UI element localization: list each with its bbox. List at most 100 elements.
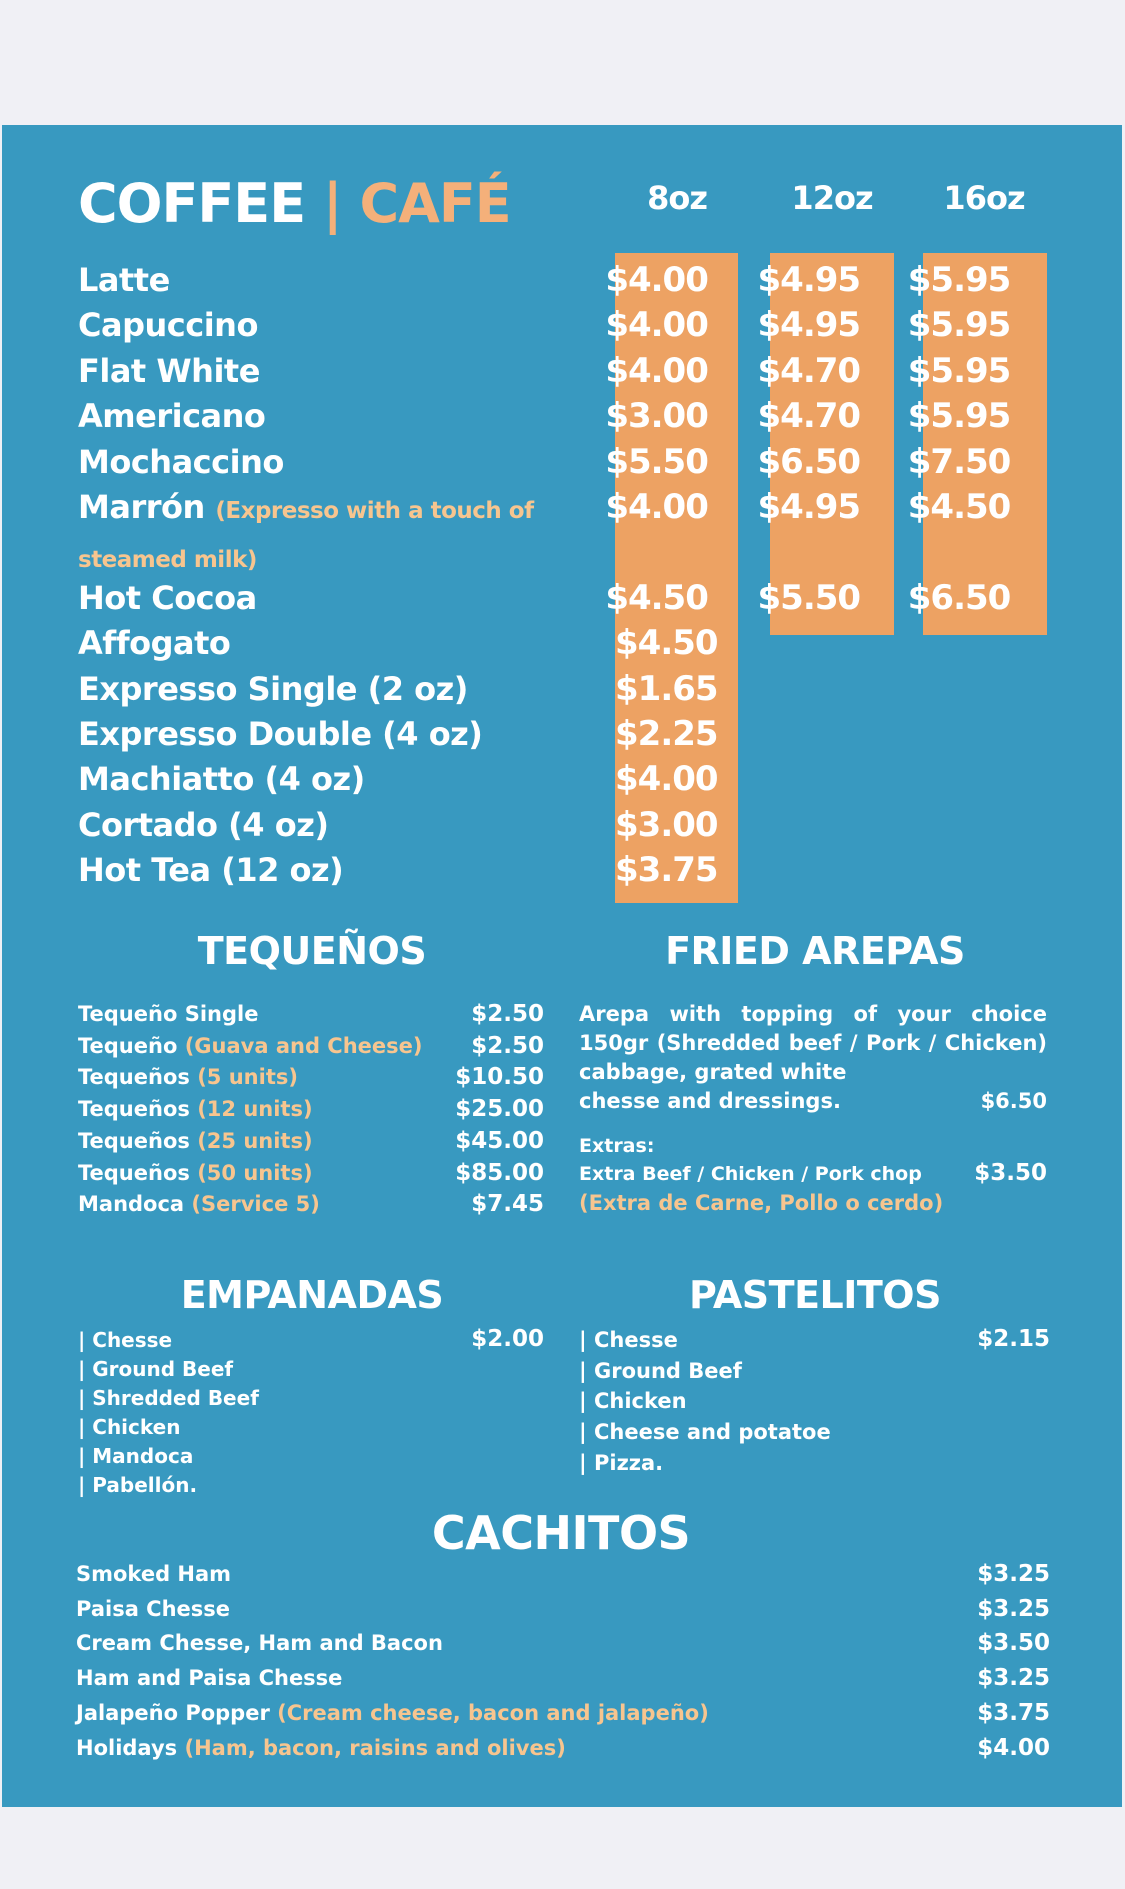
cachitos-name: Paisa Chesse [76, 1596, 231, 1621]
coffee-row: Marrón (Expresso with a touch of steamed… [78, 485, 1058, 576]
extras-label: Extras: [579, 1135, 655, 1157]
coffee-price: $2.25 [615, 713, 719, 754]
tequenos-price: $10.50 [455, 1064, 544, 1091]
coffee-row: Flat White $4.00 $4.70 $5.95 [78, 349, 1058, 394]
tequenos-name: Tequeños [78, 1097, 190, 1122]
tequenos-price: $45.00 [455, 1127, 544, 1154]
coffee-item-name: Latte [78, 261, 170, 299]
coffee-name: Cortado (4 oz) [78, 803, 615, 848]
coffee-price: $4.95 [757, 260, 862, 300]
coffee-row: Latte $4.00 $4.95 $5.95 [78, 258, 1058, 303]
coffee-price: $4.50 [605, 577, 709, 618]
pastelitos-item: | Cheese and potatoe [579, 1420, 831, 1445]
coffee-price: $4.50 [615, 623, 719, 664]
coffee-item-name: Marrón [78, 487, 205, 526]
tequenos-row: Tequeños (50 units) $85.00 [78, 1158, 544, 1190]
tequenos-label: Tequeño (Guava and Cheese) [78, 1031, 422, 1063]
price-column-8oz [615, 253, 738, 903]
arepa-text: Arepa with topping of your choice 150gr … [579, 1002, 1047, 1084]
tequenos-note: (25 units) [197, 1128, 313, 1153]
tequenos-name: Tequeño Single [78, 1002, 259, 1026]
coffee-name: Mochaccino [78, 440, 605, 485]
coffee-row: Cortado (4 oz) $3.00 [78, 803, 1058, 848]
title-main: COFFEE [78, 172, 306, 235]
empanadas-item: | Ground Beef [78, 1357, 234, 1381]
tequenos-name: Tequeño [78, 1033, 178, 1058]
coffee-price: $7.50 [907, 441, 1012, 482]
coffee-item-name: Machiatto (4 oz) [78, 760, 365, 799]
tequenos-price: $2.50 [471, 1001, 544, 1027]
tequenos-note: (Guava and Cheese) [184, 1033, 423, 1058]
tequenos-row: Tequeños (12 units) $25.00 [78, 1094, 544, 1126]
coffee-item-name: Expresso Double (4 oz) [78, 714, 483, 753]
coffee-row: Americano $3.00 $4.70 $5.95 [78, 394, 1058, 439]
title-separator: | [322, 172, 343, 235]
cachitos-price: $3.25 [977, 1595, 1050, 1622]
tequenos-label: Tequeño Single [78, 999, 258, 1031]
coffee-price: $4.95 [757, 305, 862, 346]
cachitos-label: Holidays (Ham, bacon, raisins and olives… [76, 1731, 566, 1766]
tequenos-note: (12 units) [197, 1097, 313, 1122]
tequenos-row: Tequeños (25 units) $45.00 [78, 1126, 544, 1158]
tequenos-price: $25.00 [455, 1096, 544, 1123]
coffee-name: Hot Cocoa [78, 576, 605, 621]
tequenos-label: Mandoca (Service 5) [78, 1189, 320, 1221]
empanadas-item: | Chicken [78, 1415, 181, 1439]
tequenos-name: Tequeños [78, 1128, 190, 1153]
cachitos-label: Paisa Chesse [76, 1592, 230, 1627]
cachitos-row: Cream Chesse, Ham and Bacon $3.50 [76, 1626, 1050, 1661]
cachitos-row: Jalapeño Popper (Cream cheese, bacon and… [76, 1696, 1050, 1731]
coffee-item-name: Affogato [78, 624, 231, 663]
coffee-item-note: (Expresso with a touch of steamed milk) [78, 497, 534, 574]
coffee-name: Flat White [78, 349, 605, 394]
tequenos-name: Tequeños [78, 1160, 190, 1185]
pastelitos-item: | Chicken [579, 1389, 687, 1414]
coffee-row: Capuccino $4.00 $4.95 $5.95 [78, 303, 1058, 348]
coffee-price: $4.70 [757, 396, 862, 437]
pastelitos-list: | Chesse | Ground Beef | Chicken | Cheese a… [579, 1325, 831, 1479]
size-header-12oz: 12oz [791, 179, 873, 217]
coffee-price: $4.00 [605, 260, 709, 300]
arepa-price: $6.50 [980, 1089, 1047, 1113]
coffee-row: Machiatto (4 oz) $4.00 [78, 757, 1058, 802]
size-header-8oz: 8oz [647, 179, 708, 217]
coffee-name: Expresso Single (2 oz) [78, 667, 615, 712]
cachitos-list: Smoked Ham $3.25 Paisa Chesse $3.25 Cream Ch… [76, 1557, 1050, 1765]
extra-note: (Extra de Carne, Pollo o cerdo) [579, 1191, 944, 1215]
tequenos-price: $2.50 [471, 1032, 544, 1059]
coffee-name: Americano [78, 394, 605, 439]
coffee-price: $1.65 [615, 668, 719, 709]
coffee-name: Hot Tea (12 oz) [78, 848, 615, 893]
tequenos-name: Tequeños [78, 1065, 190, 1090]
arepa-text-end: chesse and dressings. [579, 1089, 841, 1113]
coffee-price: $5.95 [907, 260, 1012, 300]
coffee-row: Hot Cocoa $4.50 $5.50 $6.50 [78, 576, 1058, 621]
cachitos-name: Ham and Paisa Chesse [76, 1666, 343, 1691]
cachitos-row: Holidays (Ham, bacon, raisins and olives… [76, 1731, 1050, 1766]
price-column-12oz [770, 253, 894, 635]
extra-price: $3.50 [974, 1160, 1047, 1186]
coffee-price: $6.50 [907, 577, 1012, 618]
coffee-item-name: Mochaccino [78, 442, 284, 481]
coffee-row: Expresso Double (4 oz) $2.25 [78, 712, 1058, 757]
tequenos-row: Mandoca (Service 5) $7.45 [78, 1189, 544, 1221]
coffee-price: $4.70 [757, 350, 862, 391]
extra-item: Extra Beef / Chicken / Pork chop [579, 1163, 922, 1185]
coffee-price: $4.00 [615, 759, 719, 800]
tequenos-label: Tequeños (25 units) [78, 1126, 313, 1158]
cachitos-price: $3.25 [977, 1561, 1050, 1587]
coffee-item-name: Expresso Single (2 oz) [78, 669, 468, 708]
coffee-price: $3.00 [615, 804, 719, 845]
cachitos-note: (Ham, bacon, raisins and olives) [184, 1735, 566, 1760]
coffee-price: $5.50 [757, 577, 862, 618]
arepa-description: Arepa with topping of your choice 150gr … [579, 1000, 1047, 1116]
cachitos-note: (Cream cheese, bacon and jalapeño) [277, 1700, 709, 1725]
coffee-title: COFFEE | CAFÉ [78, 172, 512, 236]
pastelitos-item: | Ground Beef [579, 1358, 742, 1383]
cachitos-price: $3.25 [977, 1665, 1050, 1692]
cachitos-label: Ham and Paisa Chesse [76, 1661, 342, 1696]
tequenos-name: Mandoca [78, 1192, 185, 1217]
coffee-item-name: Flat White [78, 351, 260, 390]
coffee-row: Mochaccino $5.50 $6.50 $7.50 [78, 440, 1058, 485]
coffee-price: $3.75 [615, 850, 719, 891]
